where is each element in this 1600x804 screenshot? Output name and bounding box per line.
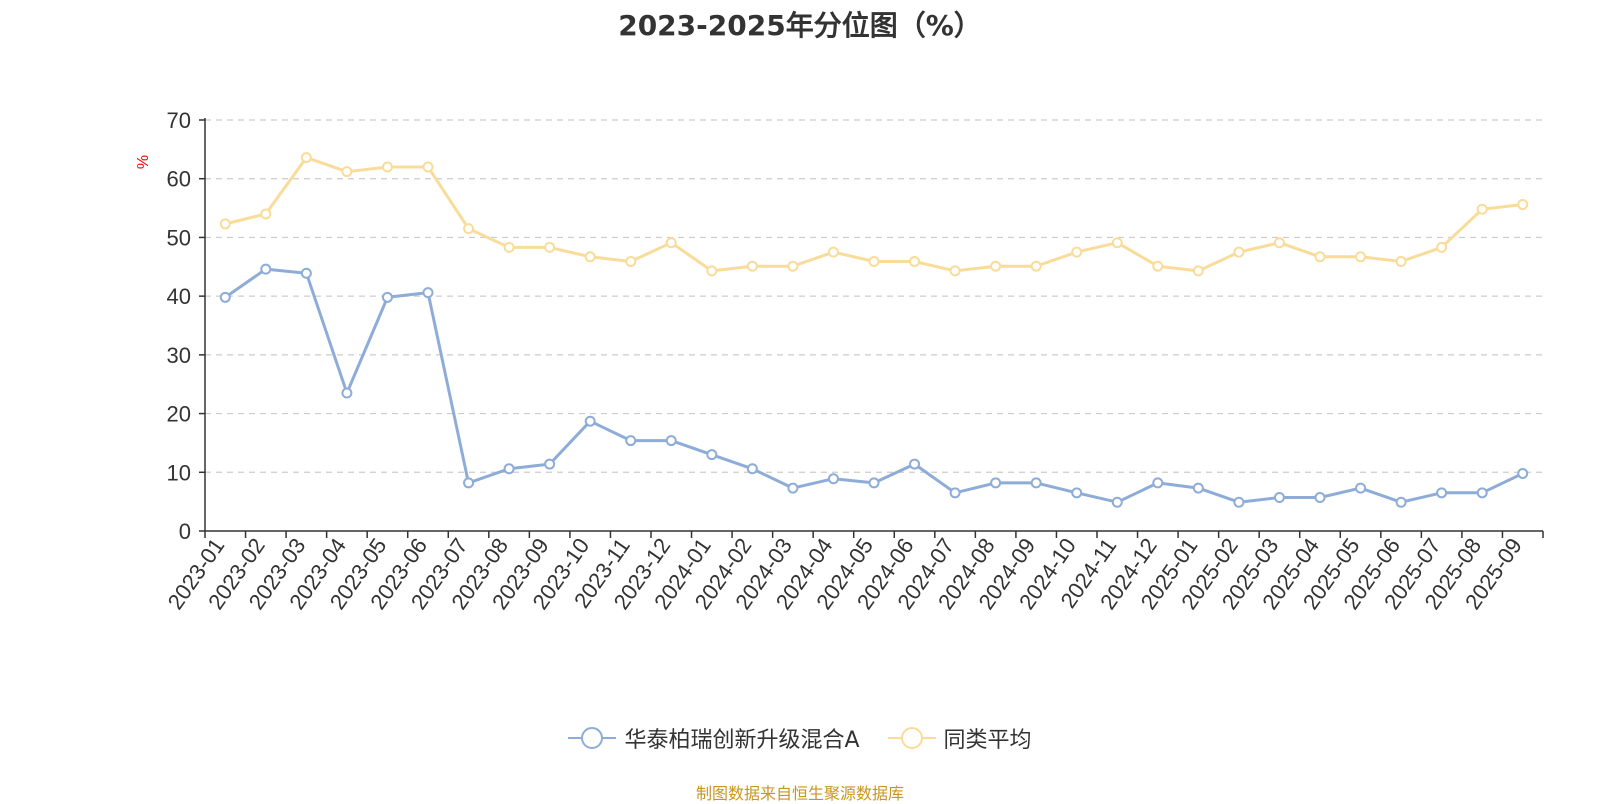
data-point-0[interactable] <box>949 487 961 499</box>
data-point-0[interactable] <box>665 435 677 447</box>
y-tick-label: 20 <box>167 402 191 427</box>
data-point-0[interactable] <box>260 263 272 275</box>
data-point-1[interactable] <box>746 260 758 272</box>
data-point-0[interactable] <box>381 291 393 303</box>
data-point-0[interactable] <box>909 458 921 470</box>
source-note: 制图数据来自恒生聚源数据库 <box>695 784 904 803</box>
data-point-1[interactable] <box>422 161 434 173</box>
data-point-0[interactable] <box>584 415 596 427</box>
data-point-0[interactable] <box>1355 482 1367 494</box>
legend-label-average: 同类平均 <box>943 728 1032 753</box>
data-point-0[interactable] <box>1476 487 1488 499</box>
data-point-1[interactable] <box>625 256 637 268</box>
legend-label-fund: 华泰柏瑞创新升级混合A <box>624 728 860 753</box>
data-point-1[interactable] <box>544 241 556 253</box>
data-point-1[interactable] <box>1476 203 1488 215</box>
y-tick-label: 40 <box>167 284 191 309</box>
data-point-1[interactable] <box>1314 251 1326 263</box>
data-point-0[interactable] <box>827 473 839 485</box>
data-point-1[interactable] <box>949 265 961 277</box>
y-tick-label: 60 <box>167 167 191 192</box>
legend: 华泰柏瑞创新升级混合A 同类平均 <box>0 722 1600 754</box>
data-point-1[interactable] <box>1436 241 1448 253</box>
data-point-1[interactable] <box>463 223 475 235</box>
data-point-0[interactable] <box>1152 477 1164 489</box>
data-point-0[interactable] <box>341 387 353 399</box>
y-axis-label: % <box>135 155 152 169</box>
data-point-1[interactable] <box>1192 265 1204 277</box>
data-point-0[interactable] <box>1314 492 1326 504</box>
data-point-0[interactable] <box>422 287 434 299</box>
data-point-1[interactable] <box>868 256 880 268</box>
data-point-0[interactable] <box>706 449 718 461</box>
data-point-0[interactable] <box>1192 482 1204 494</box>
data-point-1[interactable] <box>1233 246 1245 258</box>
data-point-0[interactable] <box>1273 492 1285 504</box>
data-point-1[interactable] <box>1355 251 1367 263</box>
data-point-1[interactable] <box>1273 237 1285 249</box>
data-point-1[interactable] <box>1111 237 1123 249</box>
y-axis: 0 10 20 30 40 50 60 70 <box>167 108 206 544</box>
legend-item-average[interactable]: 同类平均 <box>887 722 1032 754</box>
legend-marker-icon <box>568 727 617 749</box>
data-point-1[interactable] <box>787 260 799 272</box>
y-tick-label: 0 <box>179 519 191 544</box>
data-point-1[interactable] <box>706 265 718 277</box>
data-point-1[interactable] <box>584 251 596 263</box>
data-point-1[interactable] <box>1395 256 1407 268</box>
data-point-1[interactable] <box>1030 260 1042 272</box>
y-tick-label: 30 <box>167 343 191 368</box>
y-tick-label: 10 <box>167 460 191 485</box>
data-point-1[interactable] <box>1152 260 1164 272</box>
data-point-0[interactable] <box>787 482 799 494</box>
data-point-0[interactable] <box>990 477 1002 489</box>
data-point-1[interactable] <box>381 161 393 173</box>
data-point-0[interactable] <box>625 435 637 447</box>
data-point-0[interactable] <box>463 477 475 489</box>
data-point-1[interactable] <box>503 241 515 253</box>
data-point-0[interactable] <box>1395 496 1407 508</box>
series-line-1 <box>224 156 1523 273</box>
data-point-0[interactable] <box>219 291 231 303</box>
data-point-0[interactable] <box>1436 487 1448 499</box>
data-point-0[interactable] <box>300 267 312 279</box>
y-tick-label: 50 <box>167 225 191 250</box>
data-point-0[interactable] <box>1111 496 1123 508</box>
data-point-0[interactable] <box>1030 477 1042 489</box>
series-line-0 <box>224 267 1524 504</box>
series-layer <box>219 152 1529 508</box>
legend-item-fund[interactable]: 华泰柏瑞创新升级混合A <box>568 722 860 754</box>
data-point-1[interactable] <box>219 218 231 230</box>
chart-title: 2023-2025年分位图（%） <box>618 9 982 42</box>
y-tick-label: 70 <box>167 108 191 133</box>
data-point-1[interactable] <box>909 256 921 268</box>
data-point-0[interactable] <box>868 477 880 489</box>
data-point-1[interactable] <box>300 152 312 164</box>
data-point-1[interactable] <box>827 246 839 258</box>
data-point-1[interactable] <box>665 237 677 249</box>
data-point-0[interactable] <box>544 458 556 470</box>
data-point-0[interactable] <box>1517 467 1529 479</box>
data-point-1[interactable] <box>260 208 272 220</box>
data-point-1[interactable] <box>1517 199 1529 211</box>
data-point-0[interactable] <box>503 463 515 475</box>
legend-marker-icon <box>887 727 936 749</box>
data-point-0[interactable] <box>746 463 758 475</box>
data-point-0[interactable] <box>1071 487 1083 499</box>
data-point-1[interactable] <box>1071 246 1083 258</box>
data-point-1[interactable] <box>990 260 1002 272</box>
data-point-1[interactable] <box>341 166 353 178</box>
x-axis: 2023-012023-022023-032023-042023-052023-… <box>163 530 1544 614</box>
data-point-0[interactable] <box>1233 496 1245 508</box>
